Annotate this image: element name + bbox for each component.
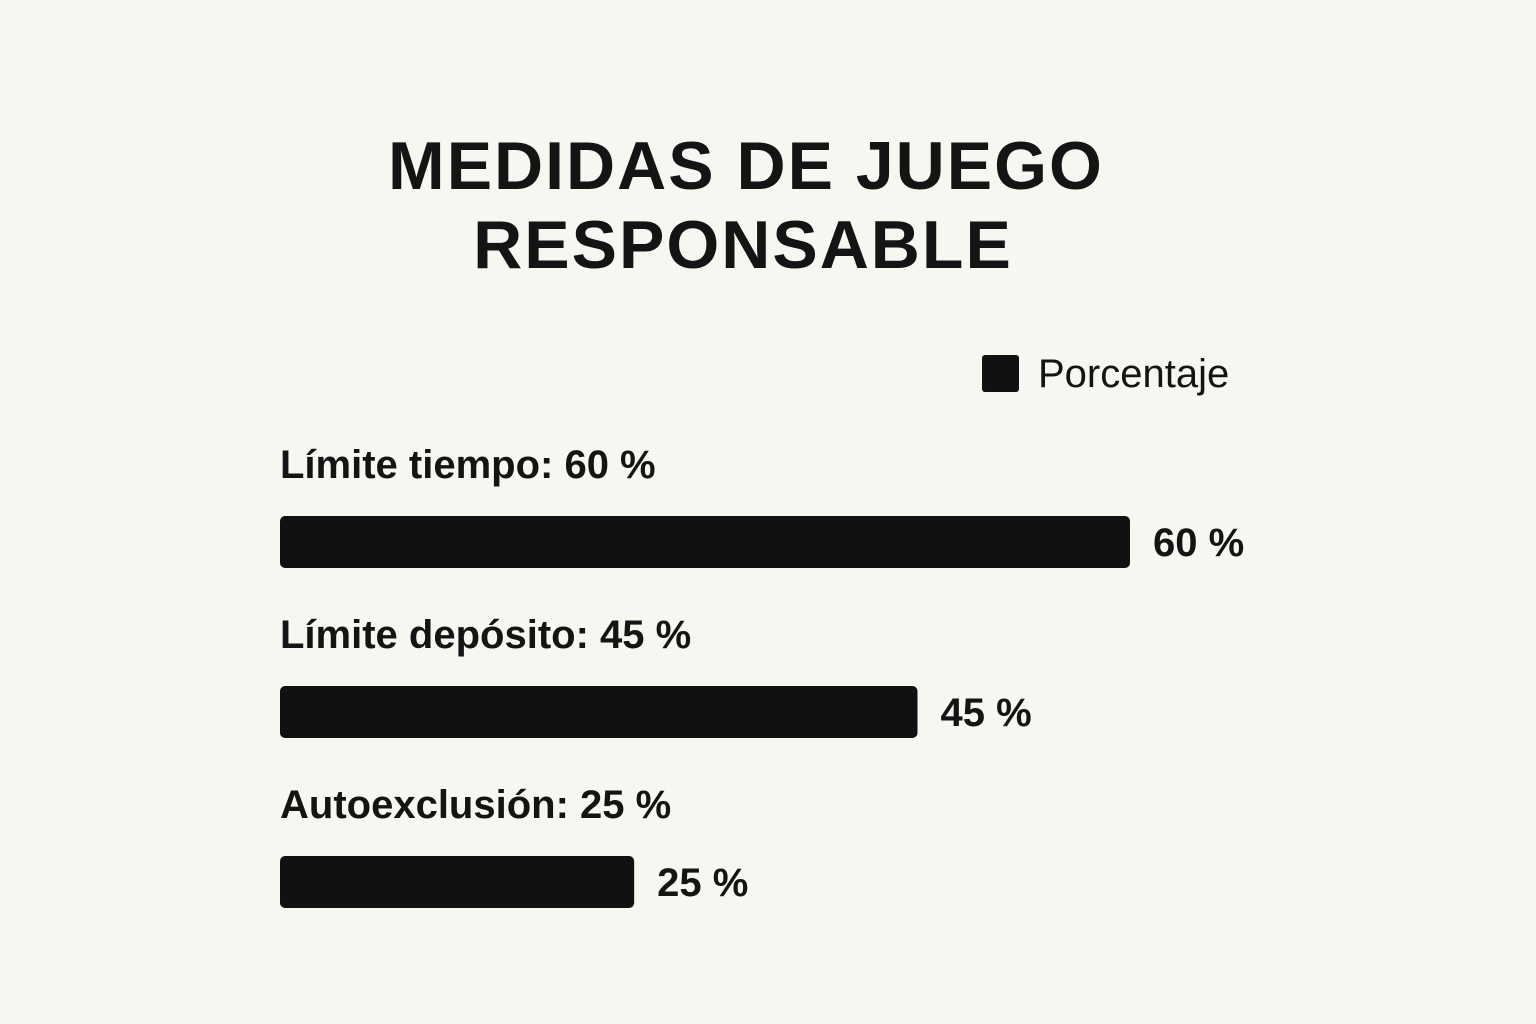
legend-swatch: [982, 355, 1019, 392]
bar: [280, 686, 918, 738]
bar: [280, 856, 635, 908]
legend-label: Porcentaje: [1038, 352, 1229, 396]
value-label: 25 %: [657, 861, 748, 905]
category-label: Autoexclusión: 25 %: [280, 783, 671, 827]
chart-title-line-1: MEDIDAS DE JUEGO: [388, 128, 1104, 204]
category-label: Límite tiempo: 60 %: [280, 443, 656, 487]
bar: [280, 516, 1130, 568]
category-label: Límite depósito: 45 %: [280, 613, 691, 657]
chart-title-line-2: RESPONSABLE: [473, 207, 1013, 283]
value-label: 45 %: [941, 691, 1032, 735]
legend: Porcentaje: [982, 352, 1229, 396]
bars: Límite tiempo: 60 % 60 % Límite depósito: …: [280, 443, 1244, 908]
value-label: 60 %: [1153, 521, 1244, 565]
chart-title: MEDIDAS DE JUEGO RESPONSABLE: [388, 128, 1104, 283]
